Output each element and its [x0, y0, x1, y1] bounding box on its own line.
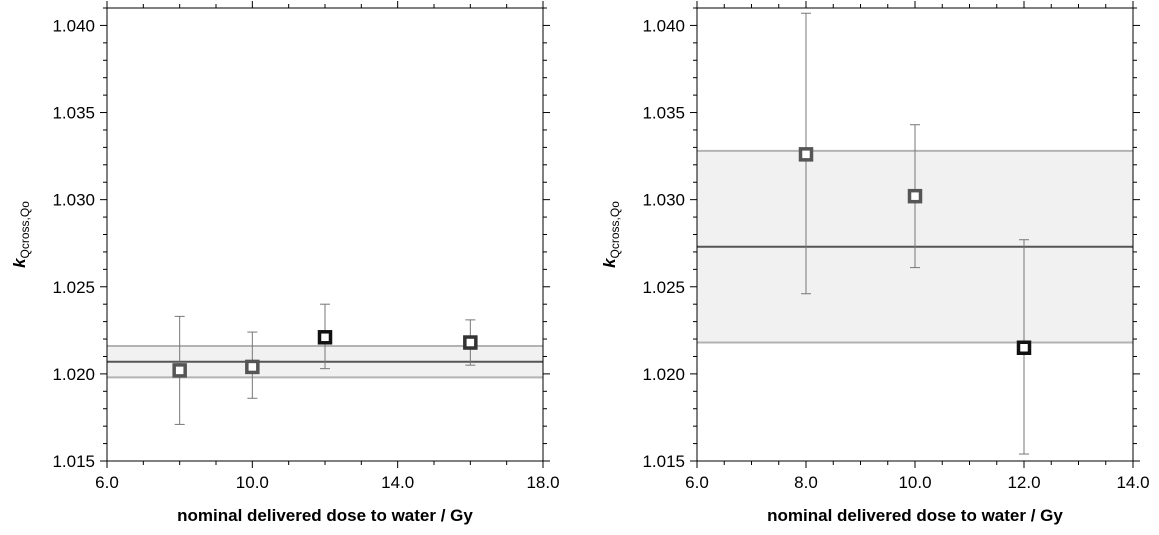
- x-tick-label: 18.0: [526, 473, 559, 492]
- y-tick-label: 1.020: [52, 365, 95, 384]
- data-point-marker: [247, 361, 258, 372]
- y-tick-label: 1.020: [642, 365, 685, 384]
- x-axis-title: nominal delivered dose to water / Gy: [177, 506, 473, 525]
- data-point-marker: [174, 365, 185, 376]
- data-point-marker: [320, 332, 331, 343]
- y-axis-title: kQcross,Qo: [10, 201, 32, 268]
- x-tick-label: 8.0: [794, 473, 818, 492]
- y-tick-label: 1.035: [642, 104, 685, 123]
- plot-frame: [107, 8, 543, 461]
- data-point-marker: [910, 191, 921, 202]
- y-tick-label: 1.035: [52, 104, 95, 123]
- y-tick-label: 1.025: [52, 278, 95, 297]
- y-axis-title: kQcross,Qo: [600, 201, 622, 268]
- data-point-marker: [1019, 342, 1030, 353]
- right-chart-panel: 1.015 1.020 1.025 1.030 1.035 1.040 6.0 8.0 10.0…: [600, 1, 1150, 525]
- left-chart-panel: 1.015 1.020 1.025 1.030 1.035 1.040 6.0 10.0 14.…: [10, 1, 560, 525]
- y-axis-title-subscript: Qcross,Qo: [608, 201, 622, 259]
- x-tick-label: 14.0: [381, 473, 414, 492]
- x-tick-label: 10.0: [898, 473, 931, 492]
- y-tick-label: 1.030: [642, 191, 685, 210]
- y-tick-label: 1.030: [52, 191, 95, 210]
- x-tick-label: 6.0: [95, 473, 119, 492]
- y-tick-label: 1.015: [642, 452, 685, 471]
- x-tick-label: 12.0: [1007, 473, 1040, 492]
- x-axis-title: nominal delivered dose to water / Gy: [767, 506, 1063, 525]
- y-tick-label: 1.040: [642, 16, 685, 35]
- data-point-marker: [801, 149, 812, 160]
- y-tick-label: 1.015: [52, 452, 95, 471]
- y-tick-label: 1.040: [52, 16, 95, 35]
- x-tick-label: 6.0: [685, 473, 709, 492]
- y-axis-title-subscript: Qcross,Qo: [18, 201, 32, 259]
- x-tick-label: 14.0: [1116, 473, 1149, 492]
- data-point-marker: [465, 337, 476, 348]
- x-tick-label: 10.0: [236, 473, 269, 492]
- y-tick-label: 1.025: [642, 278, 685, 297]
